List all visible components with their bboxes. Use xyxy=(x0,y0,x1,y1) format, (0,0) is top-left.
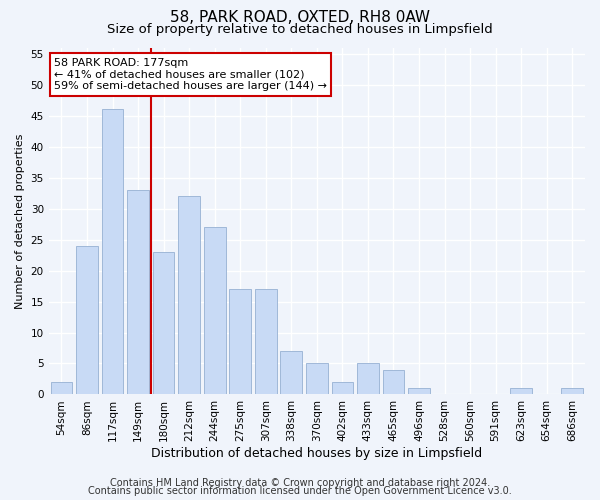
Bar xyxy=(306,364,328,394)
Bar xyxy=(357,364,379,394)
Bar xyxy=(153,252,175,394)
X-axis label: Distribution of detached houses by size in Limpsfield: Distribution of detached houses by size … xyxy=(151,447,482,460)
Bar xyxy=(127,190,149,394)
Text: Size of property relative to detached houses in Limpsfield: Size of property relative to detached ho… xyxy=(107,22,493,36)
Bar xyxy=(101,110,124,395)
Bar xyxy=(562,388,583,394)
Bar xyxy=(383,370,404,394)
Bar xyxy=(204,227,226,394)
Bar xyxy=(178,196,200,394)
Bar xyxy=(408,388,430,394)
Bar xyxy=(280,351,302,395)
Text: Contains public sector information licensed under the Open Government Licence v3: Contains public sector information licen… xyxy=(88,486,512,496)
Bar xyxy=(229,289,251,395)
Text: 58, PARK ROAD, OXTED, RH8 0AW: 58, PARK ROAD, OXTED, RH8 0AW xyxy=(170,10,430,25)
Text: Contains HM Land Registry data © Crown copyright and database right 2024.: Contains HM Land Registry data © Crown c… xyxy=(110,478,490,488)
Y-axis label: Number of detached properties: Number of detached properties xyxy=(15,134,25,308)
Text: 58 PARK ROAD: 177sqm
← 41% of detached houses are smaller (102)
59% of semi-deta: 58 PARK ROAD: 177sqm ← 41% of detached h… xyxy=(54,58,327,91)
Bar xyxy=(255,289,277,395)
Bar xyxy=(332,382,353,394)
Bar xyxy=(510,388,532,394)
Bar xyxy=(50,382,72,394)
Bar xyxy=(76,246,98,394)
